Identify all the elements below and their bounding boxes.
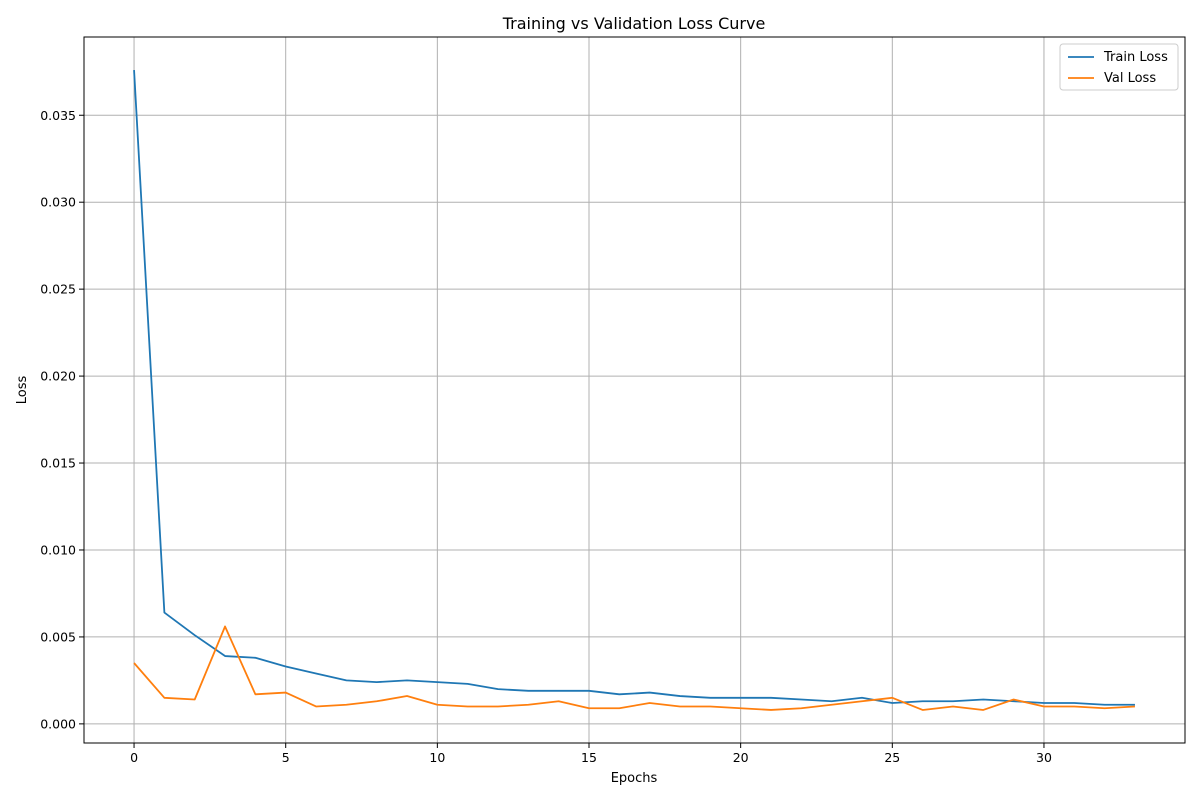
y-tick-label: 0.000: [40, 716, 76, 731]
y-tick-label: 0.010: [40, 542, 76, 557]
ticks: 0 5 10 15 20 25 30 0.000 0.005 0.010 0.015 0.020 0.0…: [40, 108, 1052, 765]
x-tick-label: 20: [733, 750, 749, 765]
x-tick-label: 5: [282, 750, 290, 765]
series-line-val-loss: [133, 625, 1136, 711]
legend-label-val-loss: Val Loss: [1104, 71, 1156, 86]
plot-area: [133, 69, 1136, 711]
x-tick-label: 30: [1036, 750, 1052, 765]
legend: Train Loss Val Loss: [1059, 43, 1179, 91]
x-tick-label: 10: [429, 750, 445, 765]
x-axis-label: Epochs: [611, 771, 658, 786]
y-tick-label: 0.020: [40, 369, 76, 384]
y-tick-label: 0.005: [40, 629, 76, 644]
y-tick-label: 0.025: [40, 282, 76, 297]
y-tick-label: 0.035: [40, 108, 76, 123]
series-line-train-loss: [133, 69, 1135, 706]
legend-label-train-loss: Train Loss: [1103, 50, 1168, 65]
y-tick-label: 0.015: [40, 456, 76, 471]
chart-title: Training vs Validation Loss Curve: [502, 14, 766, 33]
x-tick-label: 0: [130, 750, 138, 765]
y-tick-label: 0.030: [40, 195, 76, 210]
x-tick-label: 25: [884, 750, 900, 765]
grid: [84, 37, 1185, 743]
y-axis-label: Loss: [15, 376, 30, 405]
x-tick-label: 15: [581, 750, 597, 765]
plot-frame: [83, 36, 1186, 744]
